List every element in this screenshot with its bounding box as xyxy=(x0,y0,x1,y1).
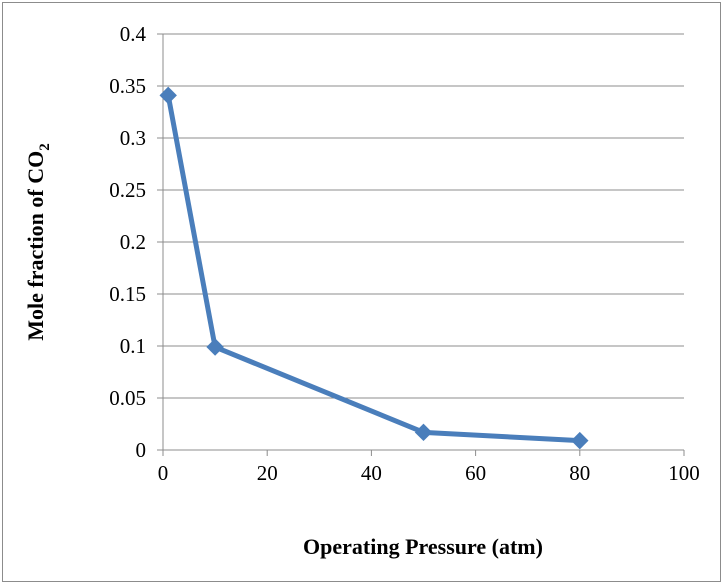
y-tick-label: 0.4 xyxy=(120,22,147,46)
y-tick-label: 0.05 xyxy=(109,386,146,410)
y-axis-title-main: Mole fraction of CO xyxy=(23,151,48,341)
y-tick-label: 0.3 xyxy=(120,126,146,150)
data-point-marker xyxy=(571,431,589,450)
x-axis-title: Operating Pressure (atm) xyxy=(303,534,543,559)
x-tick-label: 100 xyxy=(668,461,700,485)
series-line xyxy=(165,92,583,444)
y-tick-label: 0.35 xyxy=(109,74,146,98)
x-tick-labels: 0 20 40 60 80 100 xyxy=(158,461,700,485)
axes xyxy=(157,33,685,456)
y-axis-title: Mole fraction of CO2 xyxy=(23,143,53,341)
data-series xyxy=(159,86,589,450)
y-tick-labels: 0 0.05 0.1 0.15 0.2 0.25 0.3 0.35 0.4 xyxy=(109,22,146,462)
x-tick-label: 80 xyxy=(569,461,590,485)
y-tick-label: 0.15 xyxy=(109,282,146,306)
data-point-marker xyxy=(414,423,433,442)
y-tick-label: 0 xyxy=(136,438,147,462)
x-tick-label: 20 xyxy=(257,461,278,485)
y-axis-title-subscript: 2 xyxy=(37,143,53,151)
y-tick-label: 0.1 xyxy=(120,334,146,358)
y-tick-label: 0.25 xyxy=(109,178,146,202)
data-point-marker xyxy=(206,338,224,356)
y-tick-label: 0.2 xyxy=(120,230,146,254)
gridlines xyxy=(163,33,684,399)
x-tick-label: 60 xyxy=(465,461,486,485)
data-point-marker xyxy=(159,86,177,105)
x-tick-label: 40 xyxy=(361,461,382,485)
x-tick-label: 0 xyxy=(158,461,169,485)
